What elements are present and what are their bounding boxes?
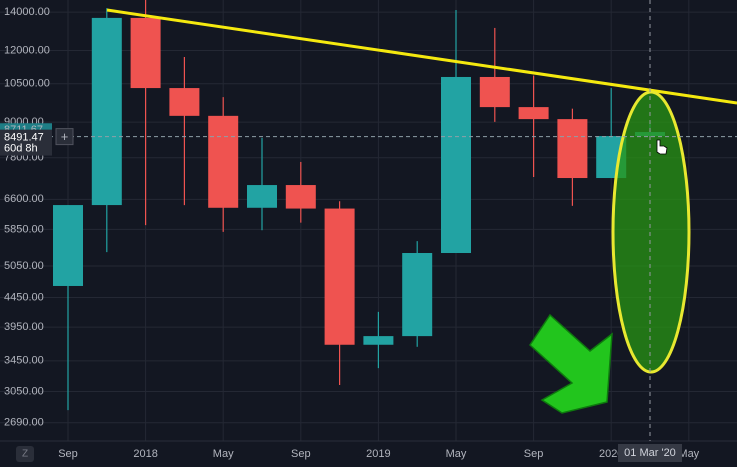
y-tick-label: 12000.00: [4, 44, 50, 56]
x-tick-label: 2020: [599, 448, 623, 460]
y-tick-label: 14000.00: [4, 6, 50, 18]
add-button[interactable]: [55, 128, 74, 146]
x-tick-label: May: [678, 448, 699, 460]
candle-body: [169, 88, 200, 116]
crosshair-date: 01 Mar '20: [624, 447, 676, 459]
x-tick-label: May: [446, 448, 467, 460]
y-tick-label: 5850.00: [4, 223, 44, 235]
candle-body: [479, 76, 510, 108]
zoom-button-label[interactable]: Z: [22, 449, 28, 460]
x-tick-label: 2019: [366, 448, 390, 460]
candle-body: [130, 17, 161, 89]
cursor: [656, 139, 668, 155]
candle-body: [247, 185, 277, 208]
y-tick-label: 3050.00: [4, 385, 44, 397]
zoom-button[interactable]: [16, 446, 34, 462]
x-tick-label: Sep: [524, 448, 544, 460]
candle-body: [557, 119, 588, 179]
y-tick-label: 4450.00: [4, 291, 44, 303]
y-tick-label: 10500.00: [4, 78, 50, 90]
crosshair-date-box: [618, 444, 682, 462]
trendline: [106, 8, 737, 105]
candle-body: [91, 17, 122, 206]
y-tick-label: 6600.00: [4, 193, 44, 205]
candle-body: [402, 253, 433, 337]
highlight-ellipse: [611, 90, 691, 374]
candle-body: [518, 107, 549, 120]
y-tick-label: 3950.00: [4, 321, 44, 333]
add-button-label[interactable]: +: [61, 129, 69, 144]
arrow: [529, 313, 613, 414]
candle-body: [441, 76, 471, 254]
last-price-label: 8491.47: [4, 132, 44, 144]
candle-body: [53, 205, 83, 286]
candle-body: [208, 115, 239, 208]
x-axis-strip: [0, 441, 737, 467]
y-tick-label: 3450.00: [4, 355, 44, 367]
x-tick-label: 2018: [133, 448, 157, 460]
candle-body: [363, 336, 394, 345]
candle-body: [285, 185, 316, 209]
x-tick-label: May: [213, 448, 234, 460]
x-tick-label: Sep: [291, 448, 311, 460]
y-tick-label: 5050.00: [4, 260, 44, 272]
last-price-box: [0, 129, 52, 156]
candle-body: [324, 208, 355, 345]
x-tick-label: Sep: [58, 448, 78, 460]
y-tick-label: 2690.00: [4, 417, 44, 429]
countdown-label: 60d 8h: [4, 143, 38, 155]
